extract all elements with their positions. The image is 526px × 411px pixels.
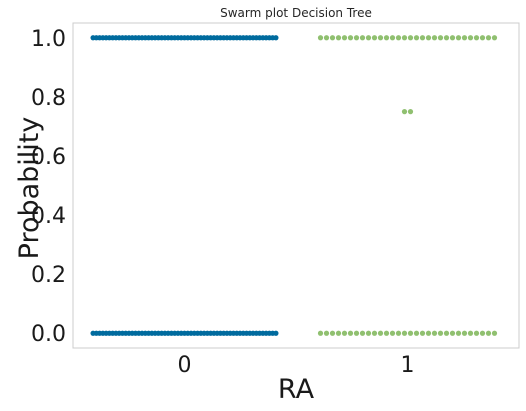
y-tick-labels: 0.0 0.2 0.4 0.6 0.8 1.0 [31,27,66,347]
data-point [317,330,324,336]
data-point [371,35,378,41]
data-point [443,35,450,41]
x-axis-label: RA [278,374,315,405]
data-point [479,330,486,336]
data-point [455,35,462,41]
data-point [407,330,414,336]
data-point [437,330,444,336]
data-point [347,330,354,336]
data-point [479,35,486,41]
data-point [341,330,348,336]
y-tick-label: 0.2 [31,263,66,288]
data-point [347,35,354,41]
data-point [377,35,384,41]
y-tick-label: 0.0 [31,322,66,347]
data-point [317,35,324,41]
data-point [431,330,438,336]
y-axis-label: Probability [14,117,45,260]
y-tick-label: 0.6 [31,145,66,170]
x-tick-label: 0 [178,353,192,378]
data-point [407,109,414,115]
data-point [371,330,378,336]
data-point [491,330,498,336]
data-point [401,35,408,41]
data-point [329,35,336,41]
data-point [407,35,414,41]
data-point [353,330,360,336]
data-point [365,330,372,336]
data-point [341,35,348,41]
data-point [425,330,432,336]
data-point [383,330,390,336]
data-point [401,109,408,115]
data-point [389,330,396,336]
data-point [323,330,330,336]
data-point [473,330,480,336]
data-point [273,35,279,41]
data-point [365,35,372,41]
data-point [455,330,462,336]
data-point [467,330,474,336]
plot-frame [72,22,520,349]
data-point [473,35,480,41]
data-point [461,35,468,41]
data-point [413,35,420,41]
data-point [443,330,450,336]
data-point [419,330,426,336]
data-point [359,35,366,41]
data-point [437,35,444,41]
data-point [395,35,402,41]
y-tick-label: 0.8 [31,86,66,111]
data-point [413,330,420,336]
data-point [335,330,342,336]
data-point [395,330,402,336]
data-point [323,35,330,41]
y-tick-label: 0.4 [31,204,66,229]
data-point [383,35,390,41]
data-point [359,330,366,336]
data-point [335,35,342,41]
data-point [485,330,492,336]
data-point [431,35,438,41]
data-point [353,35,360,41]
data-point [377,330,384,336]
data-point [491,35,498,41]
y-tick-label: 1.0 [31,27,66,52]
data-point [449,35,456,41]
data-point [461,330,468,336]
data-point [401,330,408,336]
data-points [90,35,498,336]
data-point [467,35,474,41]
data-point [485,35,492,41]
x-tick-label: 1 [401,353,415,378]
data-point [425,35,432,41]
chart-title: Swarm plot Decision Tree [220,6,372,20]
data-point [389,35,396,41]
data-point [419,35,426,41]
data-point [449,330,456,336]
data-point [273,330,279,336]
data-point [329,330,336,336]
